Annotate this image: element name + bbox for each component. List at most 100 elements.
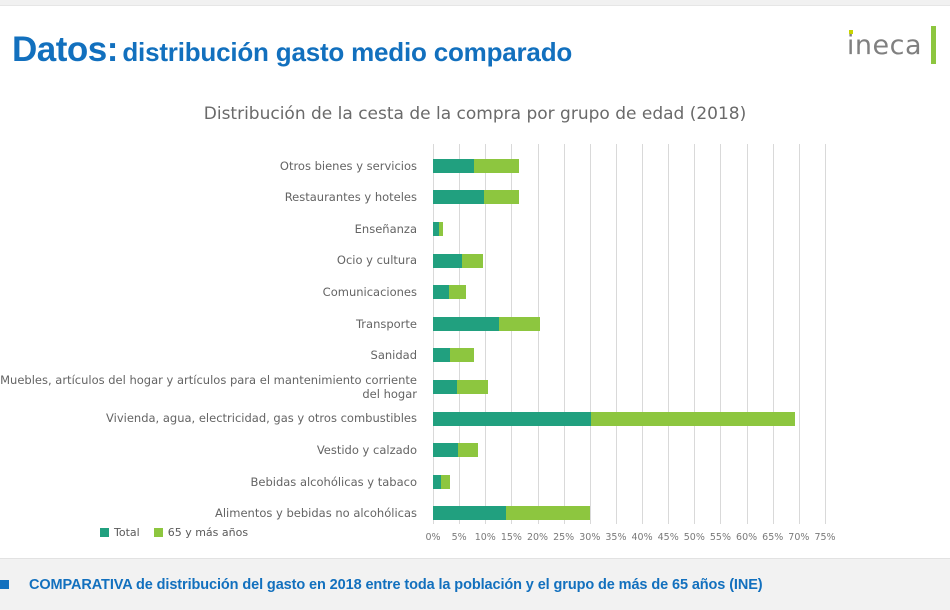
chart-row: Muebles, artículos del hogar y artículos… xyxy=(0,371,950,403)
bar-track xyxy=(425,276,950,308)
x-axis-tick: 60% xyxy=(736,532,758,543)
bar-stack xyxy=(433,379,489,394)
legend-label: 65 y más años xyxy=(167,526,249,539)
bar-segment-total[interactable] xyxy=(433,253,463,268)
footer-bullet-icon xyxy=(0,580,9,589)
chart-row: Sanidad xyxy=(0,340,950,372)
bar-segment-total[interactable] xyxy=(433,379,458,394)
bar-segment-mayores65[interactable] xyxy=(450,348,474,363)
x-axis-tick: 65% xyxy=(762,532,784,543)
bar-segment-total[interactable] xyxy=(433,506,507,521)
legend-label: Total xyxy=(114,526,140,539)
top-strip xyxy=(0,0,950,6)
chart-title: Distribución de la cesta de la compra po… xyxy=(203,104,747,124)
chart-row: Enseñanza xyxy=(0,213,950,245)
category-label: Alimentos y bebidas no alcohólicas xyxy=(215,506,417,521)
bar-segment-mayores65[interactable] xyxy=(457,379,489,394)
footer-caption: COMPARATIVA de distribución del gasto en… xyxy=(29,576,763,593)
chart-row: Comunicaciones xyxy=(0,276,950,308)
bar-track xyxy=(425,371,950,403)
bar-segment-mayores65[interactable] xyxy=(440,474,451,489)
chart-card: Distribución de la cesta de la compra po… xyxy=(0,96,950,552)
bar-track xyxy=(425,245,950,277)
chart-row: Vivienda, agua, electricidad, gas y otro… xyxy=(0,403,950,435)
x-axis-tick: 35% xyxy=(605,532,627,543)
x-axis-tick: 70% xyxy=(788,532,810,543)
bar-segment-mayores65[interactable] xyxy=(462,253,484,268)
bar-stack xyxy=(433,190,520,205)
logo-dot-icon xyxy=(848,29,853,34)
ineca-logo: ineca xyxy=(847,26,936,64)
chart-plot-area: Otros bienes y servicios Restaurantes y h… xyxy=(0,144,950,544)
chart-bars: Otros bienes y servicios Restaurantes y h… xyxy=(0,150,950,530)
bar-segment-total[interactable] xyxy=(433,221,440,236)
logo-accent-bar xyxy=(931,26,936,64)
chart-row: Otros bienes y servicios xyxy=(0,150,950,182)
bar-segment-total[interactable] xyxy=(433,348,451,363)
chart-row: Restaurantes y hoteles xyxy=(0,182,950,214)
bar-track xyxy=(425,403,950,435)
x-axis-tick: 45% xyxy=(657,532,679,543)
bar-track xyxy=(425,466,950,498)
bar-track xyxy=(425,182,950,214)
bar-stack xyxy=(433,474,451,489)
x-axis-tick: 15% xyxy=(500,532,522,543)
chart-row: Alimentos y bebidas no alcohólicas xyxy=(0,498,950,530)
bar-stack xyxy=(433,348,474,363)
bar-segment-total[interactable] xyxy=(433,474,441,489)
category-label: Comunicaciones xyxy=(322,284,417,299)
bar-track xyxy=(425,150,950,182)
category-label: Transporte xyxy=(355,316,417,331)
bar-stack xyxy=(433,158,520,173)
bar-segment-mayores65[interactable] xyxy=(590,411,795,426)
x-axis-tick: 0% xyxy=(425,532,441,543)
page-title-rest: distribución gasto medio comparado xyxy=(122,37,573,67)
chart-x-axis: 0% 5% 10% 15% 20% 25% 30% 35% 40% 45% 50% 55% 60% 65%… xyxy=(0,532,950,552)
bar-track xyxy=(425,340,950,372)
x-axis-tick: 55% xyxy=(709,532,732,543)
slide-header: Datos: distribución gasto medio comparad… xyxy=(0,30,950,86)
bar-segment-total[interactable] xyxy=(433,443,459,458)
x-axis-tick: 10% xyxy=(474,532,496,543)
bar-stack xyxy=(433,285,466,300)
x-axis-tick: 25% xyxy=(553,532,575,543)
bar-segment-mayores65[interactable] xyxy=(439,221,444,236)
bar-stack xyxy=(433,221,444,236)
chart-row: Transporte xyxy=(0,308,950,340)
bar-segment-total[interactable] xyxy=(433,190,485,205)
bar-stack xyxy=(433,253,484,268)
category-label: Sanidad xyxy=(370,348,417,363)
page-title: Datos: distribución gasto medio comparad… xyxy=(12,30,572,70)
x-axis-tick: 5% xyxy=(451,532,467,543)
x-axis-tick: 40% xyxy=(631,532,653,543)
category-label: Restaurantes y hoteles xyxy=(284,190,417,205)
x-axis-tick: 20% xyxy=(526,532,549,543)
x-axis-tick: 50% xyxy=(683,532,705,543)
bar-segment-mayores65[interactable] xyxy=(484,190,520,205)
bar-segment-total[interactable] xyxy=(433,316,499,331)
category-label: Muebles, artículos del hogar y artículos… xyxy=(0,372,417,401)
legend-swatch-icon xyxy=(100,528,109,537)
bar-segment-total[interactable] xyxy=(433,285,450,300)
category-label: Otros bienes y servicios xyxy=(279,158,417,173)
bar-segment-mayores65[interactable] xyxy=(498,316,540,331)
legend-item[interactable]: Total xyxy=(100,526,140,539)
bar-segment-mayores65[interactable] xyxy=(449,285,466,300)
bar-track xyxy=(425,434,950,466)
bar-stack xyxy=(433,316,540,331)
bar-segment-mayores65[interactable] xyxy=(506,506,590,521)
x-axis-tick: 30% xyxy=(579,532,601,543)
bar-stack xyxy=(433,411,795,426)
bar-segment-total[interactable] xyxy=(433,158,474,173)
legend-item[interactable]: 65 y más años xyxy=(153,526,249,539)
bar-segment-mayores65[interactable] xyxy=(458,443,479,458)
category-label: Vestido y calzado xyxy=(316,442,417,457)
chart-row: Ocio y cultura xyxy=(0,245,950,277)
chart-row: Vestido y calzado xyxy=(0,434,950,466)
bar-track xyxy=(425,498,950,530)
bar-segment-total[interactable] xyxy=(433,411,591,426)
footer-banner: COMPARATIVA de distribución del gasto en… xyxy=(0,558,950,610)
bar-segment-mayores65[interactable] xyxy=(473,158,520,173)
bar-stack xyxy=(433,443,479,458)
category-label: Bebidas alcohólicas y tabaco xyxy=(250,474,417,489)
